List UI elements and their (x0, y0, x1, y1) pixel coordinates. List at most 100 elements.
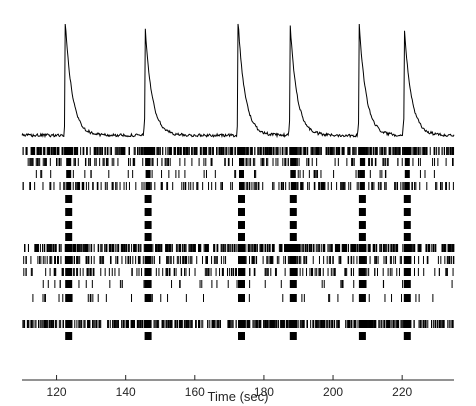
burst-block (358, 195, 366, 203)
burst-block (358, 256, 366, 264)
burst-block (403, 195, 411, 203)
calcium-trace-line (21, 23, 455, 139)
burst-block (65, 147, 73, 155)
burst-block (403, 147, 411, 155)
burst-block (404, 182, 410, 190)
burst-block (66, 182, 72, 190)
burst-block (65, 320, 73, 328)
burst-block (144, 208, 152, 216)
burst-block (238, 208, 245, 216)
raster-row-7 (65, 221, 411, 229)
burst-block (289, 332, 297, 340)
x-axis: 120 140 160 180 200 220 (22, 375, 454, 399)
burst-block (144, 256, 152, 264)
burst-block (289, 221, 297, 229)
burst-block (238, 233, 245, 241)
raster-row-5 (65, 195, 411, 203)
burst-block (358, 332, 366, 340)
burst-block (238, 256, 245, 264)
burst-block (66, 158, 72, 166)
burst-block (403, 221, 411, 229)
burst-block (358, 244, 366, 252)
burst-block (65, 195, 73, 203)
burst-block (65, 268, 73, 276)
burst-block (359, 182, 365, 190)
burst-block (289, 244, 297, 252)
raster-row-3 (35, 170, 435, 178)
raster-row-15 (22, 320, 454, 328)
burst-block (238, 268, 245, 276)
burst-block (289, 147, 297, 155)
raster-row-10 (23, 256, 455, 264)
burst-block (65, 233, 73, 241)
burst-block (290, 170, 296, 178)
x-tick-label: 200 (323, 385, 343, 399)
burst-block (358, 221, 366, 229)
burst-block (144, 294, 152, 302)
burst-block (238, 280, 245, 288)
burst-block (144, 280, 152, 288)
burst-block (65, 208, 73, 216)
burst-block (358, 268, 366, 276)
burst-block (65, 256, 73, 264)
burst-block (238, 294, 245, 302)
raster-row-1 (22, 147, 455, 155)
burst-block (239, 182, 244, 190)
burst-block (289, 233, 297, 241)
burst-block (239, 158, 244, 166)
raster-row-2 (27, 158, 454, 166)
burst-block (239, 170, 244, 178)
burst-block (403, 256, 411, 264)
burst-block (238, 147, 245, 155)
raster-row-9 (24, 244, 455, 252)
burst-block (289, 320, 297, 328)
burst-block (403, 332, 411, 340)
spike-raster (22, 147, 455, 340)
raster-row-13 (32, 294, 434, 302)
burst-block (403, 320, 411, 328)
burst-block (238, 195, 245, 203)
burst-block (289, 280, 297, 288)
burst-block (358, 147, 366, 155)
burst-block (403, 268, 411, 276)
burst-block (145, 170, 151, 178)
burst-block (145, 158, 151, 166)
burst-block (289, 294, 297, 302)
raster-row-8 (65, 233, 411, 241)
burst-block (145, 182, 151, 190)
burst-block (238, 320, 245, 328)
burst-block (289, 195, 297, 203)
burst-block (144, 147, 152, 155)
burst-block (359, 170, 365, 178)
burst-block (404, 158, 410, 166)
burst-block (144, 320, 152, 328)
burst-block (403, 294, 411, 302)
x-tick-label: 180 (254, 385, 274, 399)
x-tick-label: 120 (47, 385, 67, 399)
raster-row-6 (65, 208, 411, 216)
burst-block (144, 233, 152, 241)
burst-block (404, 170, 410, 178)
burst-block (403, 280, 411, 288)
burst-block (65, 332, 73, 340)
raster-row-16 (65, 332, 411, 340)
burst-block (403, 208, 411, 216)
burst-block (65, 294, 73, 302)
burst-block (358, 280, 366, 288)
x-tick-label: 220 (392, 385, 412, 399)
x-axis-label: Time (sec) (208, 389, 269, 404)
burst-block (65, 244, 73, 252)
raster-row-12 (42, 280, 453, 288)
burst-block (65, 280, 73, 288)
x-tick-label: 160 (185, 385, 205, 399)
burst-block (403, 233, 411, 241)
burst-block (144, 221, 152, 229)
burst-block (289, 268, 297, 276)
burst-block (290, 182, 296, 190)
burst-block (238, 244, 245, 252)
burst-block (359, 158, 365, 166)
burst-block (144, 195, 152, 203)
raster-row-4 (22, 182, 454, 190)
burst-block (238, 221, 245, 229)
